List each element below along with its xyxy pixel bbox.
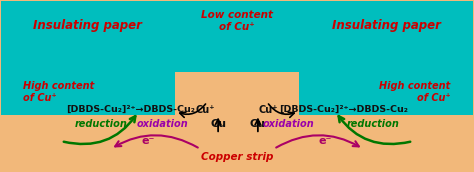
Bar [299,1,473,115]
Text: [DBDS-Cu₂]²⁺→DBDS-Cu₂: [DBDS-Cu₂]²⁺→DBDS-Cu₂ [66,105,195,114]
Text: Insulating paper: Insulating paper [332,19,440,31]
Text: Copper strip: Copper strip [201,152,273,162]
Text: e⁻: e⁻ [319,136,332,146]
Text: reduction: reduction [74,119,127,129]
Bar [1,1,175,115]
Text: e⁻: e⁻ [142,136,155,146]
Text: Low content
of Cu⁺: Low content of Cu⁺ [201,10,273,32]
Text: High content
of Cu⁺: High content of Cu⁺ [380,81,451,103]
Text: Cu: Cu [250,119,266,129]
Text: Cu⁺: Cu⁺ [258,105,278,115]
Text: Cu: Cu [210,119,226,129]
Text: oxidation: oxidation [137,119,188,129]
Text: Cu⁺: Cu⁺ [195,105,215,115]
Text: oxidation: oxidation [263,119,315,129]
Text: Insulating paper: Insulating paper [34,19,142,31]
Text: [DBDS-Cu₂]²⁺→DBDS-Cu₂: [DBDS-Cu₂]²⁺→DBDS-Cu₂ [279,105,408,114]
Text: reduction: reduction [347,119,400,129]
Bar [175,1,299,72]
Text: High content
of Cu⁺: High content of Cu⁺ [23,81,94,103]
